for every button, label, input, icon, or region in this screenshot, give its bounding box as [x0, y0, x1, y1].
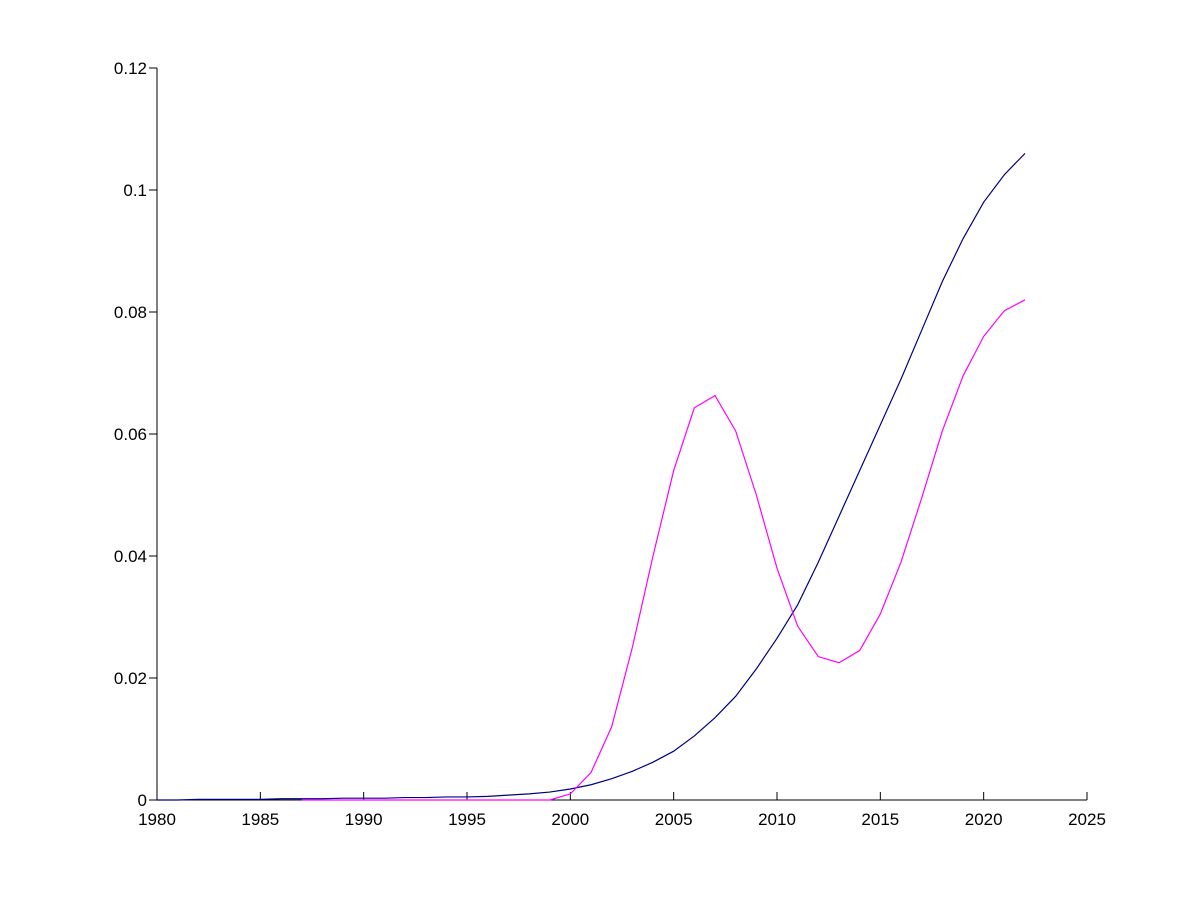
- x-tick-label: 2010: [758, 810, 796, 829]
- x-tick-label: 2020: [965, 810, 1003, 829]
- y-tick-label: 0: [138, 791, 147, 810]
- y-tick-label: 0.12: [114, 59, 147, 78]
- y-tick-label: 0.02: [114, 669, 147, 688]
- x-tick-label: 1990: [345, 810, 383, 829]
- x-tick-label: 2000: [551, 810, 589, 829]
- series-line: [157, 152, 1026, 801]
- x-tick-label: 2005: [655, 810, 693, 829]
- x-tick-label: 2015: [861, 810, 899, 829]
- y-tick-label: 0.04: [114, 547, 147, 566]
- x-tick-label: 1995: [448, 810, 486, 829]
- x-tick-label: 1985: [241, 810, 279, 829]
- y-tick-label: 0.06: [114, 425, 147, 444]
- y-tick-label: 0.1: [123, 181, 147, 200]
- x-tick-label: 2025: [1068, 810, 1106, 829]
- series-line: [301, 299, 1026, 801]
- x-tick-label: 1980: [138, 810, 176, 829]
- y-tick-label: 0.08: [114, 303, 147, 322]
